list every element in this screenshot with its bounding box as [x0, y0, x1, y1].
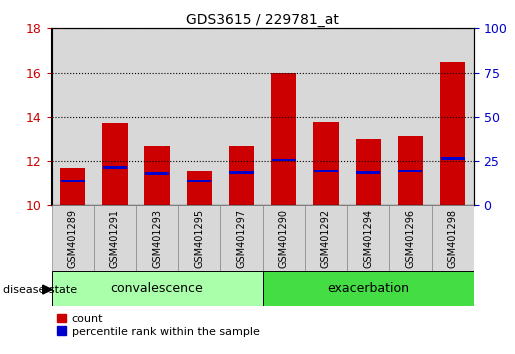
Bar	[305, 28, 347, 205]
Bar	[263, 205, 305, 271]
Bar	[94, 28, 136, 205]
Bar	[398, 136, 423, 205]
Text: GSM401293: GSM401293	[152, 209, 162, 268]
Bar	[94, 205, 136, 271]
Text: GSM401297: GSM401297	[236, 209, 247, 268]
Bar	[347, 28, 389, 205]
Bar	[399, 170, 422, 172]
Text: GSM401298: GSM401298	[448, 209, 458, 268]
Bar	[220, 28, 263, 205]
Bar	[263, 28, 305, 205]
Bar	[187, 179, 211, 182]
Bar	[432, 205, 474, 271]
Bar	[186, 171, 212, 205]
Bar	[178, 205, 220, 271]
Bar	[356, 171, 380, 173]
Bar	[389, 28, 432, 205]
Bar	[220, 205, 263, 271]
Bar	[103, 166, 127, 169]
Text: GSM401290: GSM401290	[279, 209, 289, 268]
Bar	[440, 62, 466, 205]
Bar	[347, 205, 389, 271]
Bar	[314, 170, 338, 172]
Bar	[441, 158, 465, 160]
Legend: count, percentile rank within the sample: count, percentile rank within the sample	[57, 314, 260, 337]
Text: GSM401292: GSM401292	[321, 209, 331, 268]
Bar	[432, 28, 474, 205]
Bar	[52, 205, 94, 271]
Bar	[136, 205, 178, 271]
FancyArrow shape	[43, 285, 52, 294]
Bar	[102, 124, 128, 205]
Bar	[144, 145, 170, 205]
Bar	[355, 139, 381, 205]
Bar	[145, 172, 169, 175]
Bar	[272, 159, 296, 161]
Bar	[389, 205, 432, 271]
Bar	[52, 271, 263, 306]
Bar	[305, 205, 347, 271]
Bar	[52, 28, 94, 205]
Title: GDS3615 / 229781_at: GDS3615 / 229781_at	[186, 13, 339, 27]
Bar	[60, 168, 85, 205]
Text: exacerbation: exacerbation	[327, 282, 409, 295]
Bar	[229, 145, 254, 205]
Text: GSM401294: GSM401294	[363, 209, 373, 268]
Text: GSM401296: GSM401296	[405, 209, 416, 268]
Text: GSM401289: GSM401289	[67, 209, 78, 268]
Text: GSM401295: GSM401295	[194, 209, 204, 268]
Bar	[313, 122, 339, 205]
Text: convalescence: convalescence	[111, 282, 203, 295]
Bar	[263, 271, 474, 306]
Bar	[136, 28, 178, 205]
Text: disease state: disease state	[3, 285, 77, 295]
Bar	[61, 179, 84, 182]
Bar	[178, 28, 220, 205]
Bar	[230, 171, 253, 173]
Text: GSM401291: GSM401291	[110, 209, 120, 268]
Bar	[271, 73, 297, 205]
